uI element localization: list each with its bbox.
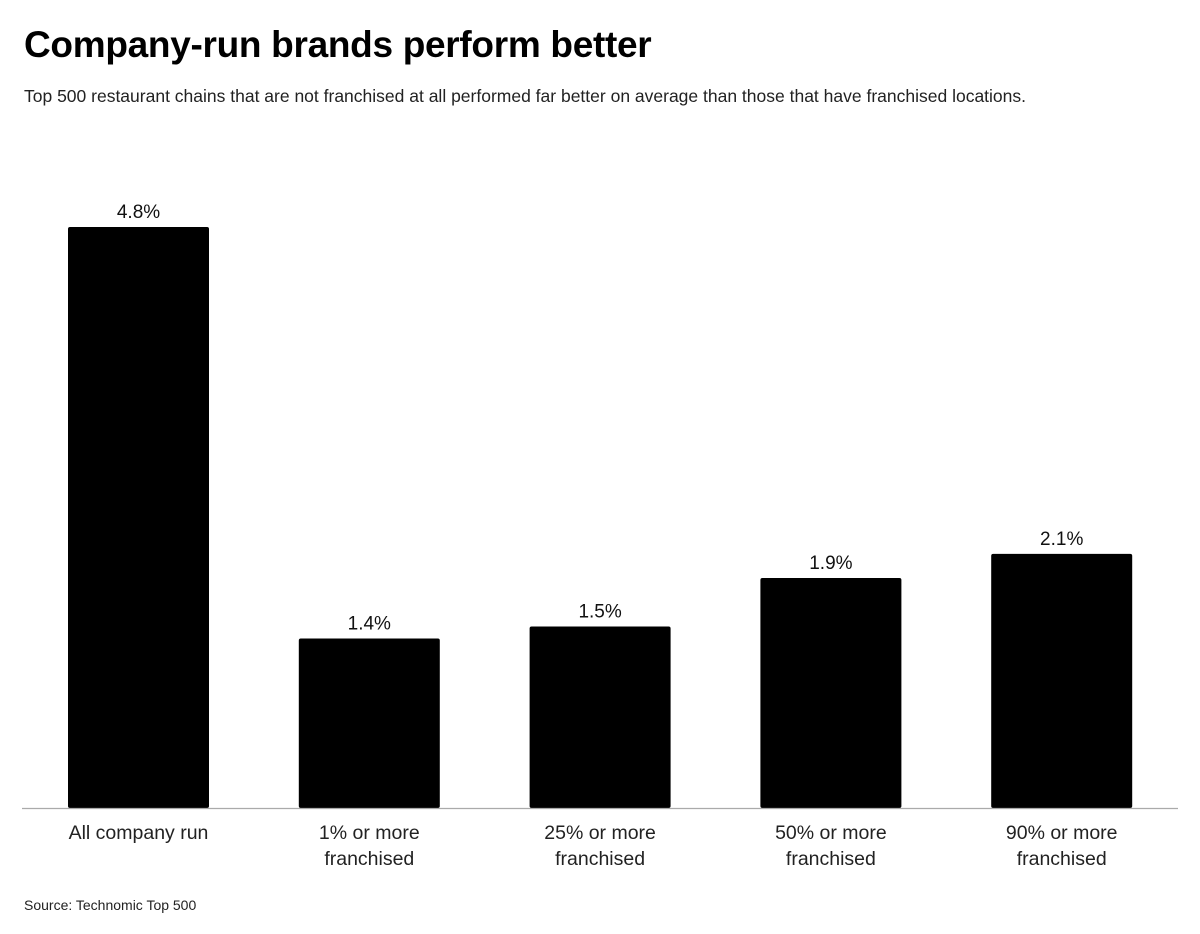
- category-label: franchised: [324, 848, 414, 870]
- bar: [68, 227, 209, 808]
- bar: [991, 553, 1133, 808]
- data-label: 2.1%: [1040, 529, 1083, 550]
- category-label: All company run: [69, 822, 209, 844]
- category-label: 90% or more: [1006, 822, 1118, 844]
- category-label: 50% or more: [775, 822, 887, 844]
- data-label: 1.4%: [348, 614, 391, 635]
- bar: [298, 638, 440, 808]
- category-label: franchised: [1017, 848, 1107, 870]
- chart-title: Company-run brands perform better: [24, 24, 652, 65]
- category-label: franchised: [786, 848, 876, 870]
- category-label: 25% or more: [544, 822, 656, 844]
- source-note: Source: Technomic Top 500: [24, 897, 197, 913]
- chart-subtitle: Top 500 restaurant chains that are not f…: [24, 86, 1027, 106]
- bar: [529, 626, 671, 808]
- bar: [760, 578, 902, 808]
- category-label: 1% or more: [319, 822, 420, 844]
- data-label: 1.9%: [809, 553, 852, 574]
- data-label: 1.5%: [578, 601, 621, 622]
- category-label: franchised: [555, 848, 645, 870]
- data-label: 4.8%: [117, 202, 160, 223]
